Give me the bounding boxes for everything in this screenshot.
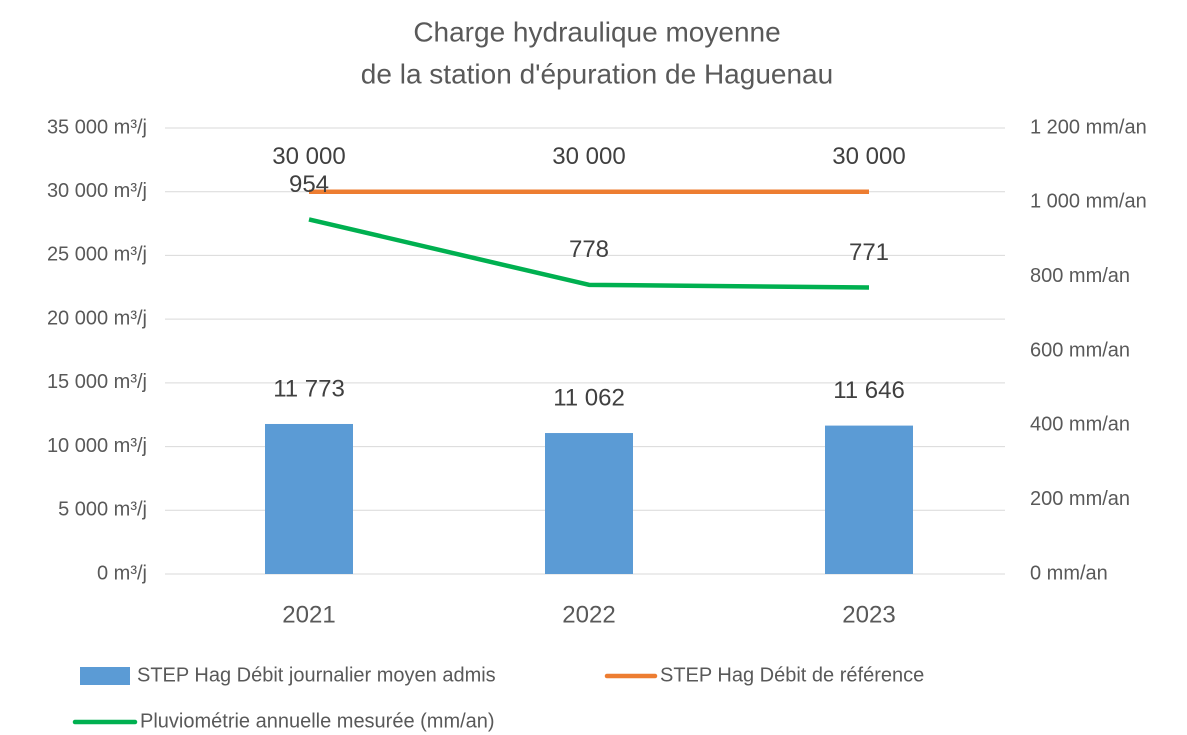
bar xyxy=(825,425,913,574)
y-tick-label: 25 000 m³/j xyxy=(47,244,147,266)
legend-label: Pluviométrie annuelle mesurée (mm/an) xyxy=(140,710,495,732)
data-label: 778 xyxy=(569,236,609,263)
y-tick-label: 0 m³/j xyxy=(97,562,147,584)
y2-tick-label: 400 mm/an xyxy=(1030,414,1130,436)
data-label: 954 xyxy=(289,171,329,198)
chart-title: Charge hydraulique moyenne xyxy=(413,16,780,47)
y-tick-label: 5 000 m³/j xyxy=(58,499,147,521)
x-tick-label: 2023 xyxy=(842,601,895,628)
x-tick-label: 2022 xyxy=(562,601,615,628)
chart-title: de la station d'épuration de Haguenau xyxy=(361,58,833,89)
data-label: 30 000 xyxy=(832,143,905,170)
y2-tick-label: 1 000 mm/an xyxy=(1030,191,1147,213)
data-label: 771 xyxy=(849,239,889,266)
y2-tick-label: 800 mm/an xyxy=(1030,265,1130,287)
y2-tick-label: 200 mm/an xyxy=(1030,488,1130,510)
bar xyxy=(265,423,353,574)
data-label: 11 062 xyxy=(553,384,625,411)
legend-swatch xyxy=(80,667,130,685)
y-tick-label: 10 000 m³/j xyxy=(47,435,147,457)
data-label: 11 773 xyxy=(273,375,345,402)
y2-tick-label: 1 200 mm/an xyxy=(1030,116,1147,138)
y2-tick-label: 600 mm/an xyxy=(1030,339,1130,361)
y-tick-label: 20 000 m³/j xyxy=(47,307,147,329)
legend-label: STEP Hag Débit de référence xyxy=(660,664,924,686)
y2-tick-label: 0 mm/an xyxy=(1030,562,1108,584)
y-tick-label: 15 000 m³/j xyxy=(47,371,147,393)
line xyxy=(308,217,870,290)
bar xyxy=(545,433,633,574)
y-tick-label: 30 000 m³/j xyxy=(47,180,147,202)
x-tick-label: 2021 xyxy=(282,601,335,628)
data-label: 30 000 xyxy=(552,143,625,170)
data-label: 11 646 xyxy=(833,377,905,404)
data-label: 30 000 xyxy=(272,143,345,170)
legend-label: STEP Hag Débit journalier moyen admis xyxy=(137,664,496,686)
y-tick-label: 35 000 m³/j xyxy=(47,116,147,138)
